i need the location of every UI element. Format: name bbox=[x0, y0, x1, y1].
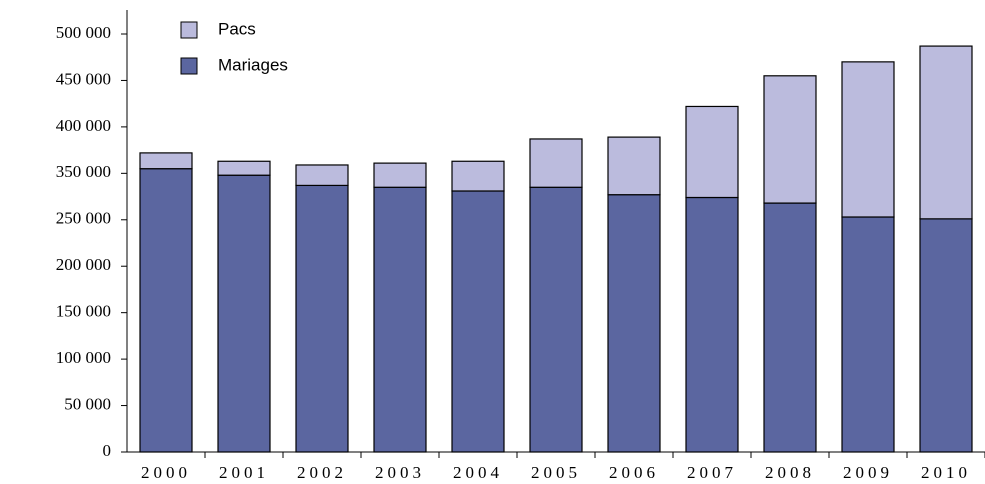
bar-segment bbox=[607, 136, 661, 196]
bar-segment bbox=[451, 190, 505, 453]
bar-segment bbox=[139, 152, 193, 170]
y-tick-label: 50 000 bbox=[64, 394, 111, 413]
x-tick-label: 2007 bbox=[687, 463, 737, 482]
bar-segment bbox=[217, 174, 271, 453]
bar-segment bbox=[451, 160, 505, 192]
legend-label: Pacs bbox=[218, 19, 256, 38]
y-tick-label: 150 000 bbox=[56, 302, 111, 321]
y-tick-label: 350 000 bbox=[56, 162, 111, 181]
bar-segment bbox=[841, 61, 895, 218]
x-tick-label: 2000 bbox=[141, 463, 191, 482]
x-tick-label: 2003 bbox=[375, 463, 425, 482]
bar-segment bbox=[919, 45, 973, 220]
bar-segment bbox=[373, 162, 427, 188]
bar-segment bbox=[841, 216, 895, 453]
bar-segment bbox=[529, 186, 583, 453]
bar-segment bbox=[529, 138, 583, 188]
x-tick-label: 2005 bbox=[531, 463, 581, 482]
y-tick-label: 200 000 bbox=[56, 255, 111, 274]
y-tick-label: 250 000 bbox=[56, 209, 111, 228]
bar-segment bbox=[763, 75, 817, 204]
bar-segment bbox=[763, 202, 817, 453]
y-tick-label: 450 000 bbox=[56, 69, 111, 88]
x-tick-label: 2008 bbox=[765, 463, 815, 482]
legend-swatch bbox=[180, 21, 198, 39]
y-tick-label: 500 000 bbox=[56, 23, 111, 42]
x-tick-label: 2009 bbox=[843, 463, 893, 482]
bar-segment bbox=[373, 186, 427, 453]
y-tick-label: 100 000 bbox=[56, 348, 111, 367]
bar-segment bbox=[295, 164, 349, 187]
x-tick-label: 2006 bbox=[609, 463, 659, 482]
bar-segment bbox=[685, 105, 739, 199]
y-tick-label: 0 bbox=[103, 441, 112, 460]
legend-label: Mariages bbox=[218, 55, 288, 74]
x-tick-label: 2004 bbox=[453, 463, 503, 482]
x-tick-label: 2001 bbox=[219, 463, 269, 482]
y-tick-label: 400 000 bbox=[56, 116, 111, 135]
bar-segment bbox=[139, 168, 193, 453]
bar-segment bbox=[295, 184, 349, 453]
legend-swatch bbox=[180, 57, 198, 75]
bar-segment bbox=[607, 194, 661, 453]
x-tick-label: 2002 bbox=[297, 463, 347, 482]
bar-segment bbox=[685, 196, 739, 453]
bar-segment bbox=[919, 218, 973, 453]
bar-segment bbox=[217, 160, 271, 176]
x-tick-label: 2010 bbox=[921, 463, 971, 482]
